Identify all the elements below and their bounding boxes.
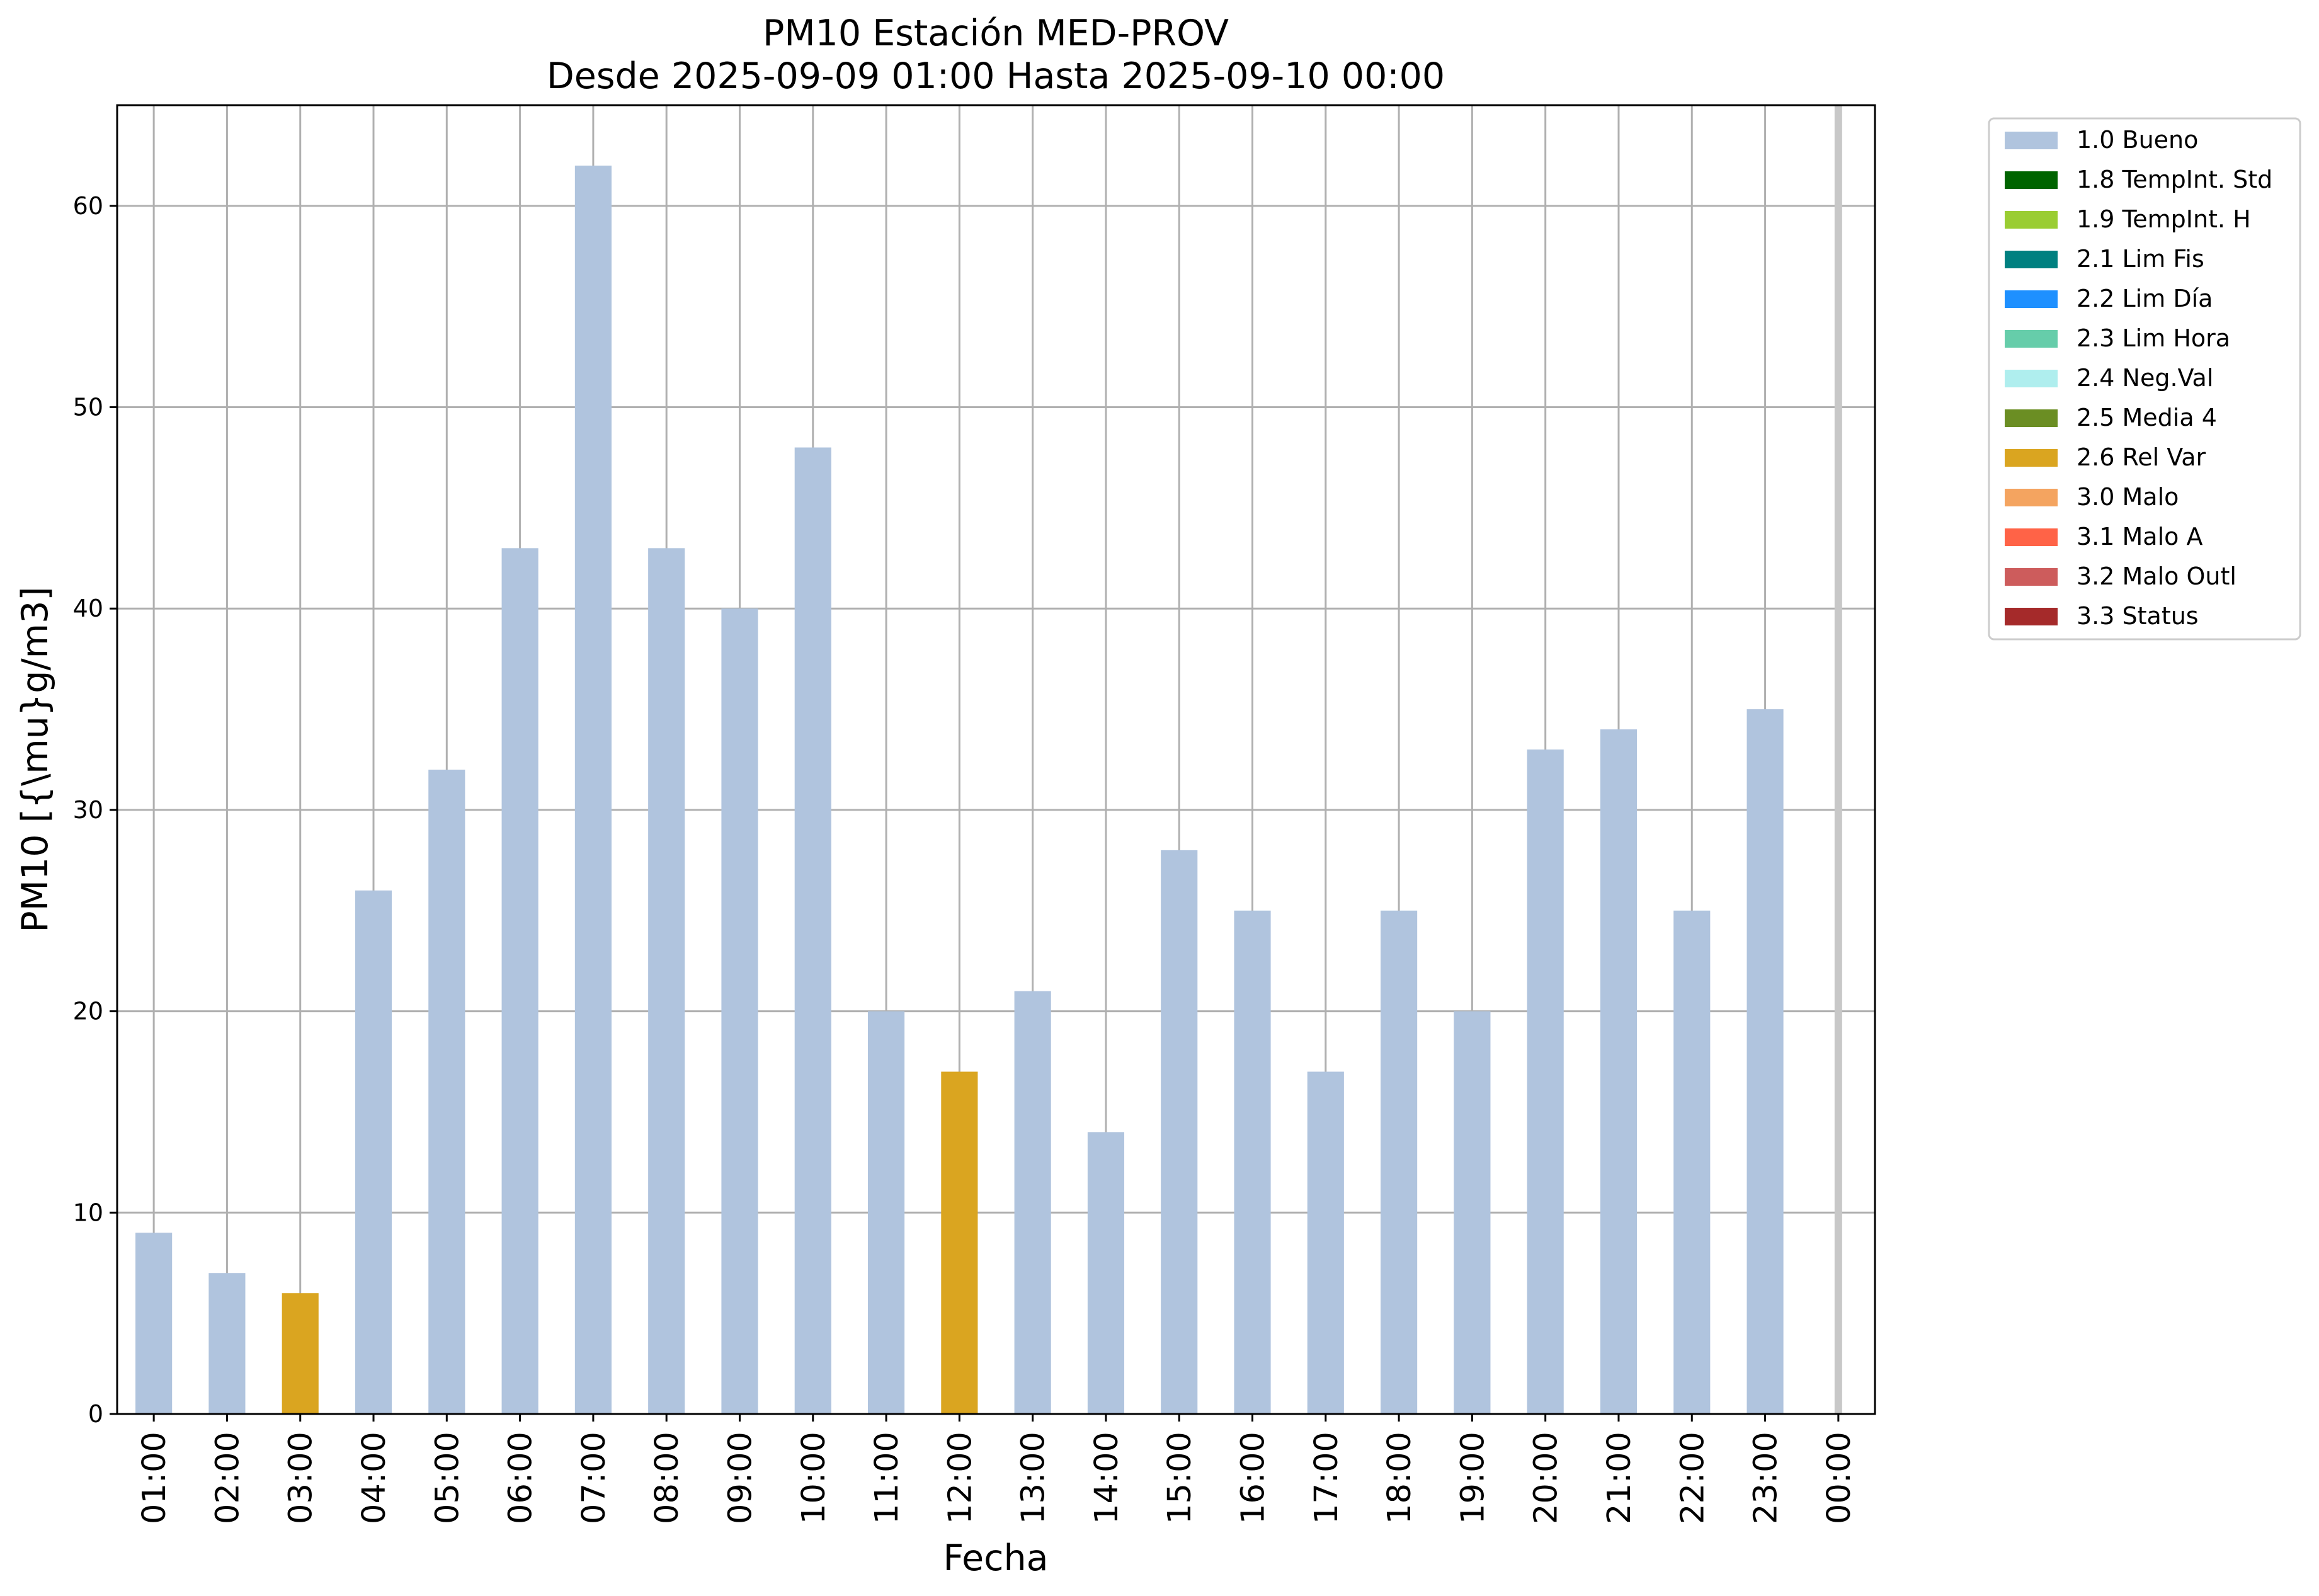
- bar-13:00: [1014, 991, 1051, 1414]
- legend-label: 3.3 Status: [2077, 602, 2199, 630]
- bar-14:00: [1087, 1132, 1125, 1414]
- x-axis-ticks: 01:00 02:00 03:00 04:00 05:00 06:00 07:00 08:00…: [136, 1414, 1858, 1524]
- legend-swatch: [2005, 211, 2058, 229]
- bar-16:00: [1234, 910, 1271, 1414]
- bar-04:00: [355, 890, 392, 1414]
- y-tick-label: 50: [73, 394, 103, 421]
- legend-label: 2.1 Lim Fis: [2077, 245, 2204, 273]
- legend-swatch: [2005, 171, 2058, 189]
- legend-swatch: [2005, 132, 2058, 149]
- y-tick-label: 0: [88, 1400, 103, 1428]
- x-tick-label: 00:00: [1821, 1432, 1858, 1524]
- y-tick-label: 10: [73, 1199, 103, 1226]
- bar-18:00: [1381, 910, 1418, 1414]
- legend-label: 2.4 Neg.Val: [2077, 364, 2213, 392]
- legend-swatch: [2005, 330, 2058, 348]
- bar-15:00: [1161, 850, 1198, 1414]
- x-tick-label: 23:00: [1748, 1432, 1785, 1524]
- bar-21:00: [1600, 729, 1638, 1414]
- chart-title: PM10 Estación MED-PROV: [763, 13, 1229, 54]
- bar-19:00: [1454, 1011, 1491, 1414]
- y-tick-label: 60: [73, 192, 103, 220]
- bar-17:00: [1307, 1071, 1344, 1414]
- x-tick-label: 17:00: [1308, 1432, 1345, 1524]
- legend-swatch: [2005, 449, 2058, 467]
- y-axis-ticks: 0 10 20 30 40 50 60: [73, 192, 117, 1428]
- legend-label: 2.5 Media 4: [2077, 404, 2217, 431]
- x-tick-label: 08:00: [649, 1432, 686, 1524]
- legend-swatch: [2005, 251, 2058, 268]
- legend-swatch: [2005, 409, 2058, 427]
- legend-label: 1.8 TempInt. Std: [2077, 166, 2272, 193]
- legend-box: [1988, 117, 2301, 641]
- x-tick-label: 01:00: [136, 1432, 173, 1524]
- legend-label: 2.6 Rel Var: [2077, 443, 2206, 471]
- x-tick-label: 10:00: [795, 1432, 833, 1524]
- y-axis-label: PM10 [{\mu}g/m3]: [14, 586, 56, 932]
- y-tick-label: 40: [73, 595, 103, 622]
- x-tick-label: 19:00: [1454, 1432, 1491, 1524]
- bar-03:00: [282, 1293, 319, 1414]
- bar-12:00: [941, 1071, 978, 1414]
- legend-swatch: [2005, 608, 2058, 625]
- x-tick-label: 03:00: [283, 1432, 320, 1524]
- x-tick-label: 06:00: [503, 1432, 540, 1524]
- x-tick-label: 04:00: [356, 1432, 393, 1524]
- bar-10:00: [794, 447, 831, 1414]
- x-tick-label: 07:00: [576, 1432, 613, 1524]
- bar-02:00: [208, 1273, 246, 1414]
- bar-01:00: [135, 1233, 173, 1414]
- x-axis-label: Fecha: [943, 1537, 1048, 1579]
- bar-07:00: [574, 165, 612, 1414]
- x-tick-label: 14:00: [1088, 1432, 1125, 1524]
- bar-20:00: [1527, 750, 1564, 1414]
- x-tick-label: 12:00: [942, 1432, 979, 1524]
- legend-swatch: [2005, 370, 2058, 387]
- x-tick-label: 15:00: [1161, 1432, 1199, 1524]
- chart-subtitle: Desde 2025-09-09 01:00 Hasta 2025-09-10 …: [547, 55, 1445, 97]
- bar-08:00: [648, 548, 685, 1415]
- bar-06:00: [501, 548, 538, 1415]
- bar-11:00: [867, 1011, 905, 1414]
- legend-label: 2.2 Lim Día: [2077, 285, 2213, 312]
- bar-22:00: [1673, 910, 1711, 1414]
- legend-label: 2.3 Lim Hora: [2077, 324, 2230, 352]
- legend-label: 3.0 Malo: [2077, 483, 2179, 511]
- legend-label: 1.9 TempInt. H: [2077, 205, 2251, 233]
- legend-swatch: [2005, 568, 2058, 586]
- legend-label: 3.1 Malo A: [2077, 523, 2202, 550]
- bar-09:00: [721, 608, 758, 1415]
- legend-swatch: [2005, 528, 2058, 546]
- x-tick-label: 11:00: [869, 1432, 906, 1524]
- y-tick-label: 30: [73, 796, 103, 824]
- bars-group: [135, 165, 1784, 1415]
- x-tick-label: 02:00: [209, 1432, 246, 1524]
- y-tick-label: 20: [73, 998, 103, 1025]
- x-tick-label: 21:00: [1601, 1432, 1638, 1524]
- legend: 1.0 Bueno 1.8 TempInt. Std 1.9 TempInt. H 2…: [1988, 117, 2301, 641]
- legend-swatch: [2005, 290, 2058, 308]
- x-tick-label: 18:00: [1381, 1432, 1418, 1524]
- plot-frame: [116, 104, 1876, 1415]
- legend-swatch: [2005, 489, 2058, 506]
- x-tick-label: 16:00: [1235, 1432, 1272, 1524]
- x-tick-label: 20:00: [1528, 1432, 1565, 1524]
- bar-05:00: [428, 769, 465, 1414]
- x-tick-label: 22:00: [1674, 1432, 1711, 1524]
- bar-23:00: [1746, 709, 1784, 1414]
- x-tick-label: 09:00: [722, 1432, 759, 1524]
- legend-label: 3.2 Malo Outl: [2077, 562, 2236, 590]
- legend-label: 1.0 Bueno: [2077, 126, 2198, 154]
- x-tick-label: 05:00: [429, 1432, 466, 1524]
- x-tick-label: 13:00: [1015, 1432, 1052, 1524]
